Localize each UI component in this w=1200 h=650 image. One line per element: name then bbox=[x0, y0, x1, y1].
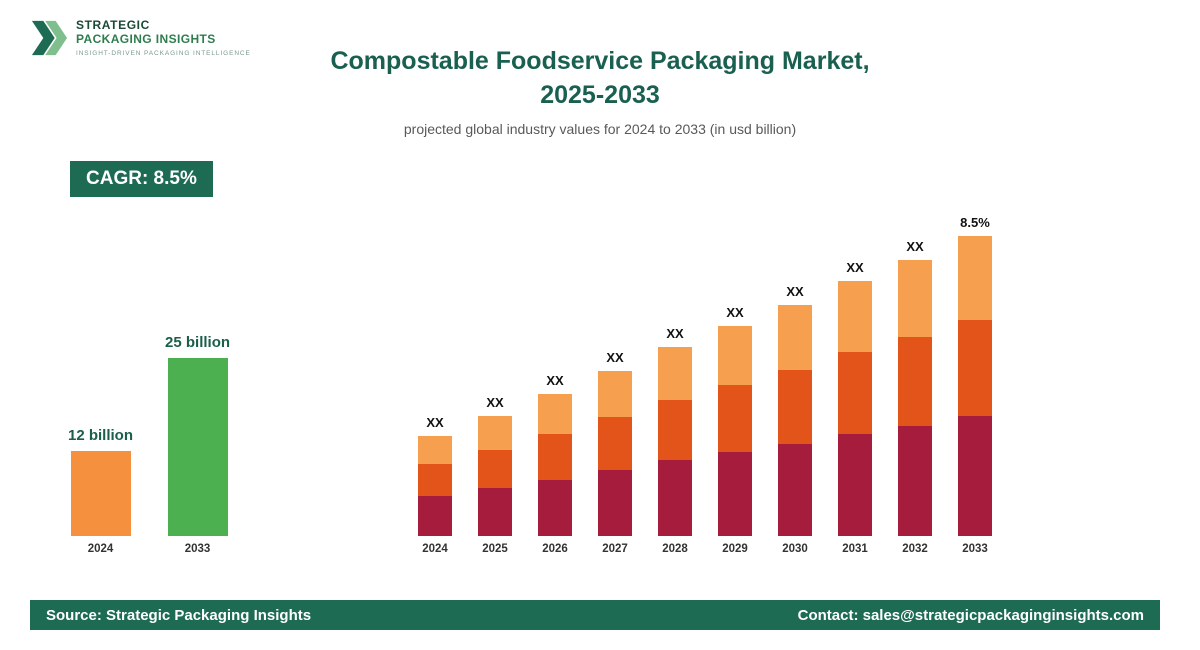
bar-segment-top bbox=[958, 236, 992, 320]
bar-segment-middle bbox=[598, 417, 632, 470]
cagr-badge: CAGR: 8.5% bbox=[70, 161, 213, 197]
page-title-line2: 2025-2033 bbox=[540, 81, 660, 109]
bar-value-label: XX bbox=[666, 326, 684, 341]
bar-segment-bottom bbox=[958, 416, 992, 536]
bar-value-label: XX bbox=[486, 395, 504, 410]
stacked-bar-group-2033: 8.5% 2033 bbox=[958, 215, 992, 556]
stacked-bar-2027 bbox=[598, 371, 632, 536]
bar-segment-bottom bbox=[718, 452, 752, 536]
logo-line2: PACKAGING INSIGHTS bbox=[76, 32, 216, 46]
stacked-bar-2032 bbox=[898, 260, 932, 536]
mini-year-label: 2033 bbox=[184, 543, 211, 555]
bar-segment-bottom bbox=[598, 470, 632, 536]
stacked-bar-group-2028: XX 2028 bbox=[658, 326, 692, 556]
stacked-bar-group-2026: XX 2026 bbox=[538, 373, 572, 556]
bar-segment-middle bbox=[418, 464, 452, 496]
bar-segment-top bbox=[418, 436, 452, 464]
page-subtitle: projected global industry values for 202… bbox=[403, 121, 797, 137]
bar-segment-middle bbox=[778, 370, 812, 444]
bar-segment-middle bbox=[478, 450, 512, 488]
mini-bar-2024 bbox=[70, 451, 131, 536]
bar-value-label: XX bbox=[606, 350, 624, 365]
bar-segment-middle bbox=[718, 385, 752, 452]
page-title-line1: Compostable Foodservice Packaging Market… bbox=[330, 47, 870, 75]
logo: STRATEGIC PACKAGING INSIGHTS INSIGHT-DRI… bbox=[30, 14, 251, 62]
bar-segment-top bbox=[658, 347, 692, 400]
year-label: 2030 bbox=[782, 543, 808, 555]
mini-bar-2033 bbox=[167, 358, 228, 536]
mini-bar-value-label: 12 billion bbox=[68, 427, 134, 444]
mini-bar-group-2033: 25 billion 2033 bbox=[165, 334, 230, 556]
contact-text: Contact: sales@strategicpackaginginsight… bbox=[797, 606, 1144, 624]
bar-value-label: XX bbox=[546, 373, 564, 388]
year-label: 2032 bbox=[902, 543, 928, 555]
stacked-bar-group-2030: XX 2030 bbox=[778, 284, 812, 556]
year-label: 2024 bbox=[422, 543, 448, 555]
year-label: 2028 bbox=[662, 543, 688, 555]
bar-value-label: XX bbox=[906, 239, 924, 254]
bar-segment-bottom bbox=[898, 426, 932, 536]
bar-segment-bottom bbox=[478, 488, 512, 536]
stacked-bar-group-2025: XX 2025 bbox=[478, 395, 512, 556]
stacked-bar-2026 bbox=[538, 394, 572, 536]
stacked-bar-group-2031: XX 2031 bbox=[838, 260, 872, 556]
stacked-bar-2029 bbox=[718, 326, 752, 536]
bar-segment-top bbox=[898, 260, 932, 337]
bar-segment-middle bbox=[658, 400, 692, 460]
year-label: 2025 bbox=[482, 543, 508, 555]
stacked-bar-2031 bbox=[838, 281, 872, 536]
mini-bar-value-label: 25 billion bbox=[165, 334, 231, 351]
bar-value-label: XX bbox=[846, 260, 864, 275]
bar-segment-top bbox=[718, 326, 752, 385]
bar-segment-top bbox=[478, 416, 512, 450]
bar-value-label: XX bbox=[786, 284, 804, 299]
stacked-bar-group-2029: XX 2029 bbox=[718, 305, 752, 556]
stacked-bar-2028 bbox=[658, 347, 692, 536]
logo-tagline: INSIGHT-DRIVEN PACKAGING INTELLIGENCE bbox=[76, 50, 251, 57]
bar-segment-bottom bbox=[838, 434, 872, 536]
logo-chevron-icon bbox=[31, 20, 68, 56]
mini-chart: 12 billion 2024 25 billion 2033 bbox=[68, 334, 230, 556]
year-label: 2029 bbox=[722, 543, 748, 555]
bar-value-label: XX bbox=[426, 415, 444, 430]
bar-value-label: 8.5% bbox=[960, 215, 990, 230]
stacked-bar-2030 bbox=[778, 305, 812, 536]
bar-segment-middle bbox=[898, 337, 932, 426]
bar-segment-middle bbox=[538, 434, 572, 480]
bar-segment-middle bbox=[958, 320, 992, 416]
stacked-bar-2024 bbox=[418, 436, 452, 536]
bar-segment-top bbox=[838, 281, 872, 352]
mini-year-label: 2024 bbox=[87, 543, 114, 555]
year-label: 2031 bbox=[842, 543, 868, 555]
bar-segment-middle bbox=[838, 352, 872, 434]
title-block: Compostable Foodservice Packaging Market… bbox=[0, 44, 1200, 137]
year-label: 2027 bbox=[602, 543, 628, 555]
bar-segment-bottom bbox=[658, 460, 692, 536]
year-label: 2033 bbox=[962, 543, 988, 555]
logo-text: STRATEGIC PACKAGING INSIGHTS INSIGHT-DRI… bbox=[76, 14, 251, 57]
year-label: 2026 bbox=[542, 543, 568, 555]
footer-bar: Source: Strategic Packaging Insights Con… bbox=[30, 600, 1160, 630]
bar-segment-bottom bbox=[418, 496, 452, 536]
bar-segment-top bbox=[538, 394, 572, 434]
source-text: Source: Strategic Packaging Insights bbox=[46, 606, 312, 624]
bar-segment-bottom bbox=[538, 480, 572, 536]
bar-segment-bottom bbox=[778, 444, 812, 536]
stacked-bar-group-2032: XX 2032 bbox=[898, 239, 932, 556]
logo-line1: STRATEGIC bbox=[76, 18, 150, 32]
bar-segment-top bbox=[598, 371, 632, 417]
stacked-bar-2025 bbox=[478, 416, 512, 536]
bar-segment-top bbox=[778, 305, 812, 370]
main-chart: XX 2024 XX 2025 XX 2026 XX 2027 XX 2028 XX 2029 XX 20… bbox=[418, 215, 992, 556]
stacked-bar-2033 bbox=[958, 236, 992, 536]
stacked-bar-group-2024: XX 2024 bbox=[418, 415, 452, 556]
bar-value-label: XX bbox=[726, 305, 744, 320]
mini-bar-group-2024: 12 billion 2024 bbox=[68, 427, 133, 556]
stacked-bar-group-2027: XX 2027 bbox=[598, 350, 632, 556]
